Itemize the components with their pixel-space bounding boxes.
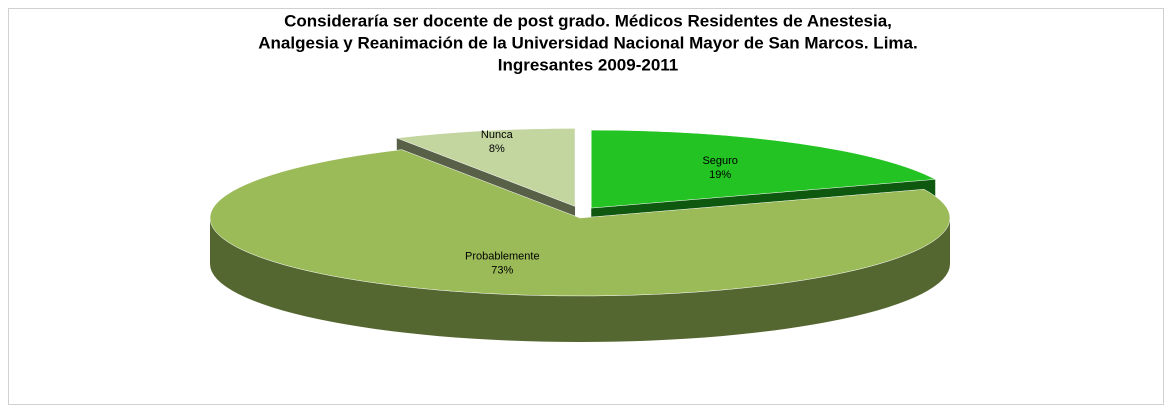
- slice: [590, 129, 937, 209]
- chart-title: Analgesia y Reanimación de la Universida…: [258, 33, 917, 52]
- chart-title: Consideraría ser docente de post grado. …: [284, 11, 892, 30]
- slice: [396, 128, 576, 207]
- slice-value: 8%: [489, 143, 505, 155]
- slice-label: Nunca: [481, 129, 514, 141]
- slice-value: 19%: [709, 169, 731, 181]
- slice-side: [210, 218, 950, 342]
- chart-title: Ingresantes 2009-2011: [498, 55, 679, 74]
- slice-value: 73%: [491, 264, 513, 276]
- slice-label: Probablemente: [465, 250, 540, 262]
- slice: [209, 149, 951, 297]
- slice-label: Seguro: [702, 155, 737, 167]
